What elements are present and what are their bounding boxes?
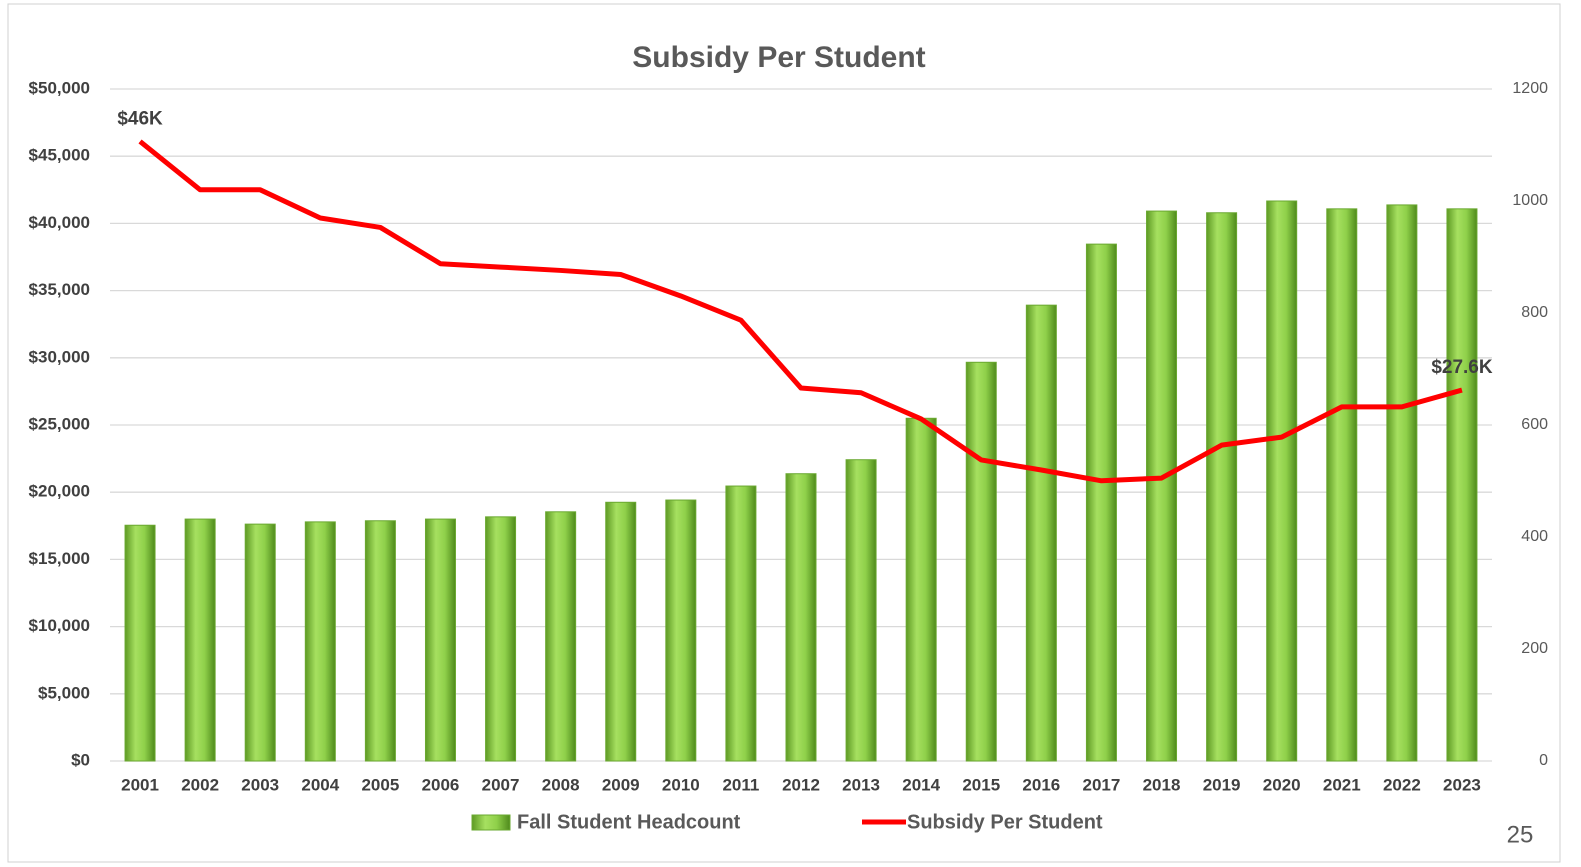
page-number: 25 — [1507, 821, 1534, 848]
x-tick-label: 2010 — [662, 775, 700, 794]
bar — [124, 524, 156, 762]
y2-tick-label: 800 — [1521, 304, 1548, 321]
x-tick-label: 2023 — [1443, 775, 1481, 794]
y-tick-label: $30,000 — [29, 347, 90, 366]
y-tick-label: $10,000 — [29, 616, 90, 635]
x-tick-label: 2015 — [962, 775, 1000, 794]
y2-tick-label: 0 — [1539, 752, 1548, 769]
x-tick-label: 2020 — [1263, 775, 1301, 794]
x-tick-label: 2012 — [782, 775, 820, 794]
bar — [965, 361, 997, 762]
bar — [364, 520, 396, 762]
y-tick-label: $20,000 — [29, 482, 90, 501]
bar — [1025, 304, 1057, 762]
bar — [665, 499, 697, 762]
bar — [1206, 212, 1238, 762]
bar — [424, 518, 456, 762]
x-tick-label: 2003 — [241, 775, 279, 794]
bar — [244, 523, 276, 762]
data-label: $27.6K — [1431, 357, 1493, 378]
y-tick-label: $15,000 — [29, 549, 90, 568]
bar — [1085, 243, 1117, 762]
x-tick-label: 2001 — [121, 775, 159, 794]
x-tick-label: 2021 — [1323, 775, 1361, 794]
x-tick-label: 2018 — [1143, 775, 1181, 794]
x-tick-label: 2005 — [361, 775, 399, 794]
x-tick-label: 2017 — [1083, 775, 1121, 794]
bar — [485, 516, 517, 762]
bar — [184, 518, 216, 762]
y2-tick-label: 200 — [1521, 640, 1548, 657]
x-tick-label: 2014 — [902, 775, 940, 794]
bar — [785, 473, 817, 762]
y-tick-label: $40,000 — [29, 213, 90, 232]
x-tick-label: 2004 — [301, 775, 339, 794]
x-tick-label: 2007 — [482, 775, 520, 794]
x-tick-label: 2011 — [722, 775, 759, 794]
bar — [545, 511, 577, 762]
y2-tick-label: 1000 — [1512, 192, 1548, 209]
y-tick-label: $35,000 — [29, 280, 90, 299]
bar — [1446, 208, 1478, 762]
legend-label: Fall Student Headcount — [517, 811, 741, 833]
y2-tick-label: 600 — [1521, 416, 1548, 433]
x-tick-label: 2022 — [1383, 775, 1421, 794]
x-tick-label: 2006 — [422, 775, 460, 794]
bar — [1326, 208, 1358, 762]
line — [138, 139, 1463, 484]
x-tick-label: 2002 — [181, 775, 219, 794]
bar — [1386, 204, 1418, 762]
bar — [845, 459, 877, 762]
y2-tick-label: 1200 — [1512, 80, 1548, 97]
y2-tick-label: 400 — [1521, 528, 1548, 545]
bar — [1146, 210, 1178, 762]
legend-label: Subsidy Per Student — [907, 811, 1103, 833]
bar — [905, 417, 937, 762]
y-tick-label: $25,000 — [29, 414, 90, 433]
y-tick-label: $50,000 — [29, 78, 90, 97]
bar — [304, 521, 336, 762]
x-tick-label: 2019 — [1203, 775, 1241, 794]
legend-swatch — [471, 814, 511, 831]
x-tick-label: 2008 — [542, 775, 580, 794]
chart-frame — [7, 3, 1561, 863]
bar — [1266, 200, 1298, 762]
y-tick-label: $5,000 — [38, 683, 90, 702]
bar — [605, 501, 637, 762]
chart-title: Subsidy Per Student — [632, 41, 925, 74]
y-tick-label: $45,000 — [29, 146, 90, 165]
x-tick-label: 2016 — [1022, 775, 1060, 794]
bar — [725, 485, 757, 762]
x-tick-label: 2013 — [842, 775, 880, 794]
y-tick-label: $0 — [71, 750, 90, 769]
x-tick-label: 2009 — [602, 775, 640, 794]
data-label: $46K — [117, 108, 163, 129]
